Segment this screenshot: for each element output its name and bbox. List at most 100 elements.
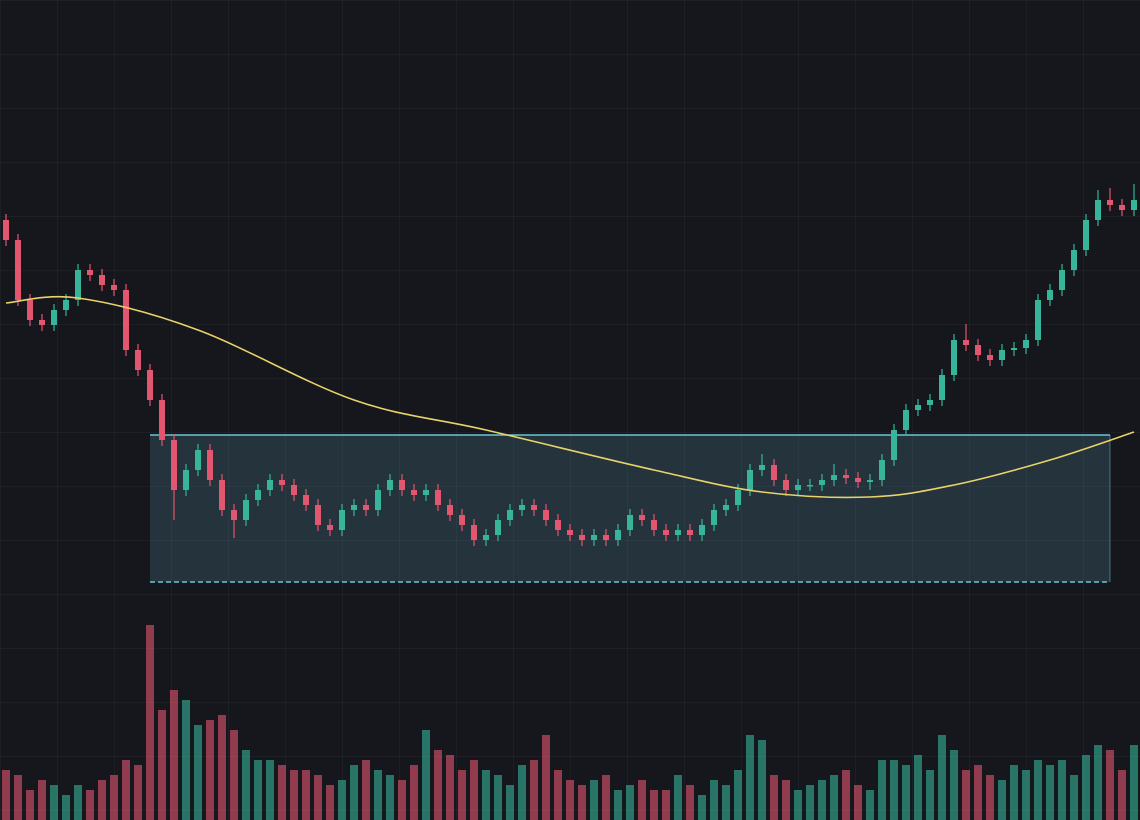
volume-bar xyxy=(1070,775,1078,820)
candle-body xyxy=(39,320,45,325)
candle-body xyxy=(687,530,693,535)
candle-body xyxy=(243,500,249,520)
candle-body xyxy=(351,505,357,510)
candle-body xyxy=(1131,200,1137,210)
candle-body xyxy=(651,520,657,530)
volume-bar xyxy=(26,790,34,820)
candle-body xyxy=(963,340,969,345)
candle-body xyxy=(171,440,177,490)
volume-bar xyxy=(386,775,394,820)
volume-bar xyxy=(254,760,262,820)
candle-body xyxy=(111,285,117,290)
candle-body xyxy=(219,480,225,510)
candle-body xyxy=(267,480,273,490)
volume-bar xyxy=(218,715,226,820)
candle-body xyxy=(339,510,345,530)
candle-body xyxy=(747,470,753,490)
volume-bar xyxy=(602,775,610,820)
candle-body xyxy=(543,510,549,520)
volume-bar xyxy=(626,785,634,820)
candle-body xyxy=(951,340,957,375)
volume-bar xyxy=(290,770,298,820)
volume-bar xyxy=(782,780,790,820)
candle-body xyxy=(207,450,213,480)
volume-bar xyxy=(74,785,82,820)
candle-body xyxy=(927,400,933,405)
volume-bar xyxy=(674,775,682,820)
candle-body xyxy=(435,490,441,505)
volume-bar xyxy=(650,790,658,820)
candle-body xyxy=(783,480,789,490)
candle-body xyxy=(255,490,261,500)
volume-bar xyxy=(794,790,802,820)
candle-body xyxy=(279,480,285,485)
candle-body xyxy=(843,475,849,478)
candle-body xyxy=(663,530,669,535)
volume-bar xyxy=(974,765,982,820)
volume-bar xyxy=(866,790,874,820)
volume-bar xyxy=(194,725,202,820)
candle-body xyxy=(807,485,813,487)
volume-bar xyxy=(326,785,334,820)
candle-body xyxy=(123,290,129,350)
volume-bar xyxy=(1022,770,1030,820)
volume-bar xyxy=(506,785,514,820)
volume-bar xyxy=(566,780,574,820)
volume-bar xyxy=(110,775,118,820)
candle-body xyxy=(819,480,825,485)
volume-bar xyxy=(770,775,778,820)
candle-body xyxy=(303,495,309,505)
volume-bar xyxy=(758,740,766,820)
volume-bar xyxy=(986,775,994,820)
volume-bar xyxy=(806,785,814,820)
candle-body xyxy=(711,510,717,525)
volume-bar xyxy=(842,770,850,820)
candle-body xyxy=(315,505,321,525)
volume-bar xyxy=(302,770,310,820)
volume-bar xyxy=(494,775,502,820)
volume-bar xyxy=(938,735,946,820)
candle-body xyxy=(27,300,33,320)
volume-bar xyxy=(14,775,22,820)
candle-body xyxy=(723,505,729,510)
volume-bar xyxy=(530,760,538,820)
candle-body xyxy=(327,525,333,530)
volume-bar xyxy=(62,795,70,820)
candle-body xyxy=(1047,290,1053,300)
candle-body xyxy=(531,505,537,510)
volume-bar xyxy=(50,785,58,820)
candle-body xyxy=(1083,220,1089,250)
volume-bar xyxy=(278,765,286,820)
volume-bar xyxy=(134,765,142,820)
candle-body xyxy=(231,510,237,520)
candle-body xyxy=(699,525,705,535)
candle-body xyxy=(375,490,381,510)
volume-bar xyxy=(698,795,706,820)
candle-body xyxy=(627,515,633,530)
volume-bar xyxy=(614,790,622,820)
volume-bar xyxy=(182,700,190,820)
volume-bar xyxy=(830,775,838,820)
volume-bar xyxy=(542,735,550,820)
volume-bar xyxy=(1010,765,1018,820)
volume-bar xyxy=(1130,745,1138,820)
candle-body xyxy=(555,520,561,530)
candle-body xyxy=(639,515,645,520)
candle-body xyxy=(1059,270,1065,290)
volume-bar xyxy=(458,770,466,820)
volume-bar xyxy=(434,750,442,820)
volume-bar xyxy=(878,760,886,820)
volume-bar xyxy=(422,730,430,820)
candle-body xyxy=(291,485,297,495)
volume-bar xyxy=(1094,745,1102,820)
volume-bar xyxy=(158,710,166,820)
volume-bar xyxy=(590,780,598,820)
volume-bar xyxy=(98,780,106,820)
candle-body xyxy=(1071,250,1077,270)
volume-bar xyxy=(998,780,1006,820)
candle-body xyxy=(507,510,513,520)
volume-bar xyxy=(206,720,214,820)
candle-body xyxy=(423,490,429,495)
